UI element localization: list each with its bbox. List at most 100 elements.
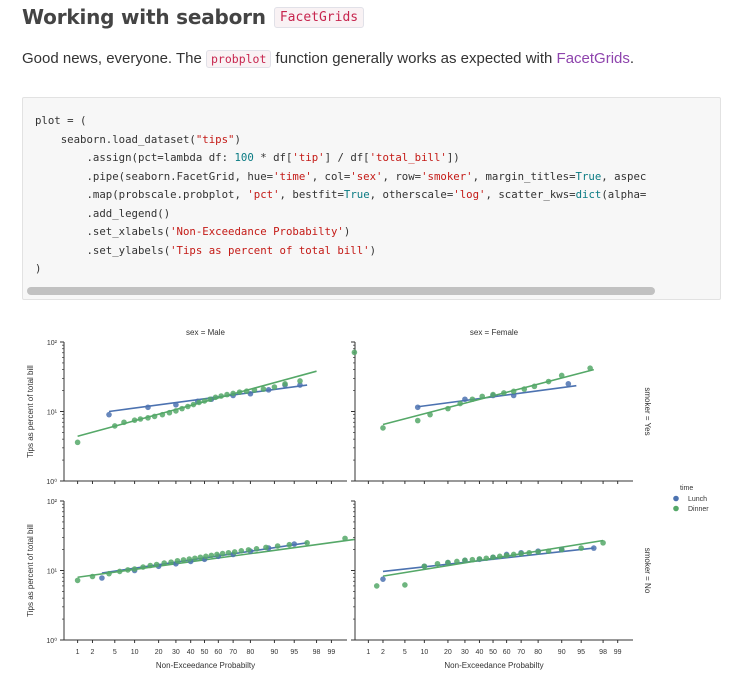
col-title: sex = Female xyxy=(470,328,519,337)
x-tick-label: 95 xyxy=(577,649,585,656)
data-point-dinner xyxy=(225,549,232,556)
data-point-dinner xyxy=(490,391,496,398)
x-tick-label: 40 xyxy=(187,649,195,656)
data-point-dinner xyxy=(462,557,468,564)
y-tick-label: 10⁰ xyxy=(46,637,57,645)
col-title: sex = Male xyxy=(186,328,225,337)
x-tick-label: 1 xyxy=(76,649,80,656)
code-token: , row= xyxy=(382,169,422,183)
data-point-dinner xyxy=(521,386,528,392)
data-point-dinner xyxy=(587,365,593,371)
data-point-dinner xyxy=(173,408,179,414)
data-point-dinner xyxy=(201,398,208,404)
code-token: , margin_titles= xyxy=(472,169,576,183)
code-token: ) xyxy=(369,243,377,257)
data-point-dinner xyxy=(414,417,421,424)
data-point-dinner xyxy=(190,401,197,408)
code-token: 'Non-Exceedance Probabilty' xyxy=(170,225,344,238)
heading-title: Working with seaborn xyxy=(22,5,266,29)
y-tick-label: 10² xyxy=(47,340,58,347)
data-point-dinner xyxy=(245,547,252,553)
data-point-dinner xyxy=(121,419,127,426)
data-point-lunch xyxy=(414,404,421,411)
code-line: .add_legend() xyxy=(35,205,646,224)
data-point-lunch xyxy=(297,382,303,388)
data-point-lunch xyxy=(565,381,572,387)
data-point-dinner xyxy=(510,551,517,558)
x-tick-label: 90 xyxy=(558,649,566,656)
data-point-dinner xyxy=(174,557,181,564)
data-point-dinner xyxy=(469,556,476,563)
code-token: "tips" xyxy=(195,132,235,146)
code-token: * df[ xyxy=(253,151,293,164)
data-point-dinner xyxy=(518,550,524,557)
data-point-dinner xyxy=(230,390,236,397)
code-token: .add_legend() xyxy=(35,206,171,220)
data-point-lunch xyxy=(265,387,272,393)
data-point-dinner xyxy=(535,549,541,555)
x-tick-label: 98 xyxy=(599,649,607,656)
x-tick-label: 80 xyxy=(247,649,255,656)
data-point-dinner xyxy=(545,378,552,385)
code-token: seaborn.load_dataset( xyxy=(35,132,196,146)
x-tick-label: 20 xyxy=(155,649,163,656)
code-listing: plot = ( seaborn.load_dataset("tips") .a… xyxy=(35,112,646,279)
data-point-dinner xyxy=(207,396,213,403)
section-heading: Working with seaborn FacetGrids xyxy=(22,2,365,32)
data-point-dinner xyxy=(166,409,173,416)
data-point-lunch xyxy=(99,575,105,581)
code-token: 'total_bill' xyxy=(369,151,447,164)
code-horizontal-scrollbar[interactable] xyxy=(27,287,655,295)
inline-code-probplot: probplot xyxy=(206,50,272,68)
x-tick-label: 5 xyxy=(113,649,117,656)
code-token: .assign(pct=lambda df: xyxy=(35,151,235,164)
x-tick-label: 2 xyxy=(91,649,95,656)
data-point-dinner xyxy=(286,541,293,548)
code-token: 'sex' xyxy=(350,169,383,183)
data-point-dinner xyxy=(445,405,451,412)
data-point-dinner xyxy=(469,396,476,403)
data-point-dinner xyxy=(304,540,310,546)
x-tick-label: 90 xyxy=(271,649,279,656)
data-point-dinner xyxy=(297,378,303,384)
intro-text-after: . xyxy=(629,50,635,67)
code-block[interactable]: plot = ( seaborn.load_dataset("tips") .a… xyxy=(22,97,721,300)
y-tick-label: 10⁰ xyxy=(46,478,57,486)
data-point-dinner xyxy=(153,561,160,568)
data-point-dinner xyxy=(137,416,144,422)
data-point-dinner xyxy=(483,555,490,562)
data-point-dinner xyxy=(74,577,81,584)
data-point-dinner xyxy=(224,391,230,398)
code-token: .set_ylabels( xyxy=(35,243,171,257)
row-title: smoker = No xyxy=(643,548,652,594)
data-point-lunch xyxy=(510,392,517,399)
intro-text-before: Good news, everyone. The xyxy=(22,50,206,67)
data-point-dinner xyxy=(116,568,123,575)
data-point-dinner xyxy=(600,540,606,546)
x-tick-label: 10 xyxy=(420,649,428,656)
code-token: ) xyxy=(35,262,42,275)
code-line: .set_ylabels('Tips as percent of total b… xyxy=(35,242,646,261)
code-token: plot = ( xyxy=(35,114,87,127)
code-line: seaborn.load_dataset("tips") xyxy=(35,131,646,150)
code-line: ) xyxy=(35,260,646,279)
data-point-dinner xyxy=(434,560,441,567)
legend-label: Lunch xyxy=(688,496,707,503)
data-point-dinner xyxy=(231,549,238,555)
code-token: , aspec xyxy=(601,169,647,183)
code-token: 'time' xyxy=(273,169,312,183)
x-tick-label: 60 xyxy=(503,649,511,656)
x-tick-label: 60 xyxy=(214,649,222,656)
data-point-dinner xyxy=(342,535,348,542)
x-tick-label: 20 xyxy=(444,649,452,656)
y-axis-label: Tips as percent of total bill xyxy=(26,524,35,617)
x-axis-label: Non-Exceedance Probabilty xyxy=(156,661,255,670)
x-tick-label: 40 xyxy=(476,649,484,656)
x-tick-label: 50 xyxy=(489,649,497,656)
facetgrids-link[interactable]: FacetGrids xyxy=(556,50,630,67)
data-point-dinner xyxy=(351,349,358,356)
x-tick-label: 80 xyxy=(534,649,542,656)
data-point-lunch xyxy=(462,396,468,403)
x-tick-label: 70 xyxy=(229,649,237,656)
facet-grid-figure: 10⁰ 10¹ 10² 10⁰ 10¹ 10² 1 2 5 10 20 30 40 50 60 70 80 90 9… xyxy=(26,328,709,670)
